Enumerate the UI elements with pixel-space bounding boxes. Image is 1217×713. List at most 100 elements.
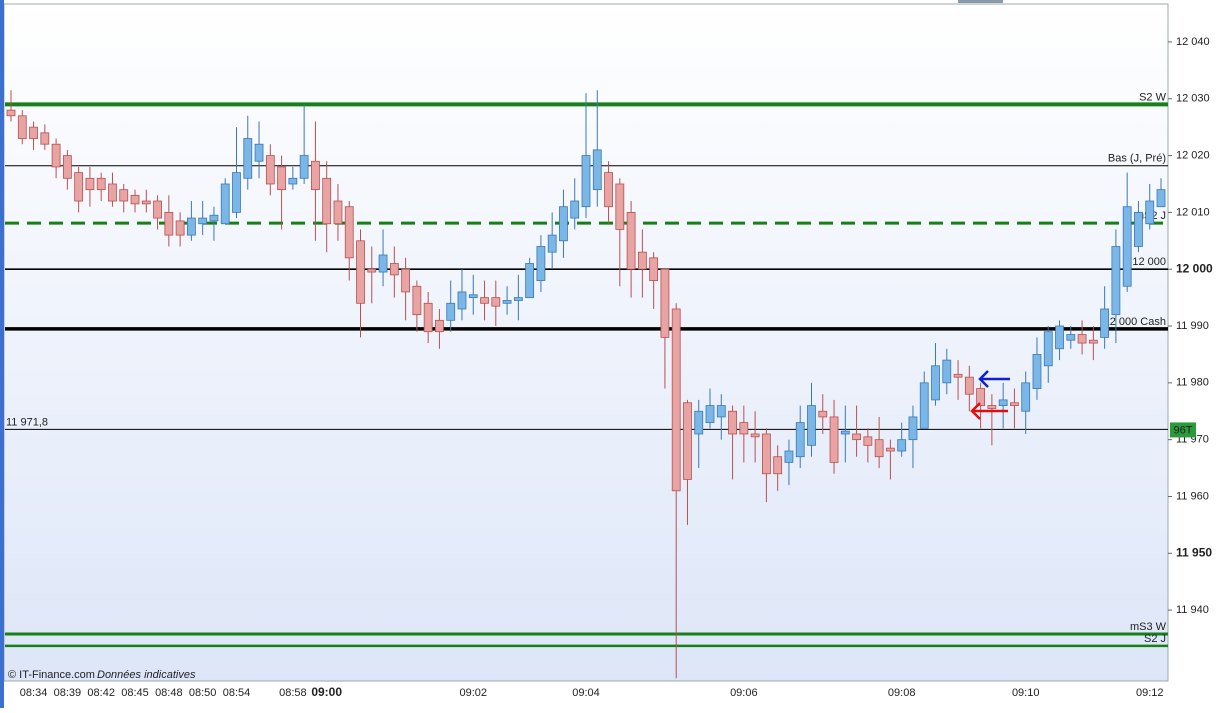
x-tick-label: 08:42 [87, 687, 115, 699]
candle-body [761, 433, 771, 475]
candle-body [1021, 382, 1031, 412]
left-edge [0, 0, 4, 708]
level-label: 12 000 [1132, 256, 1166, 268]
y-tick-label: 12 010 [1176, 206, 1210, 218]
candle-body [886, 447, 895, 452]
candle-body [863, 436, 873, 446]
y-tick-label: 12 040 [1176, 36, 1210, 48]
candle-body [96, 177, 106, 191]
candle-body [942, 359, 952, 384]
candle-body [1156, 189, 1166, 208]
candle-body [1100, 308, 1110, 338]
candle-body [40, 132, 50, 145]
candle-body [277, 166, 286, 191]
candle-body [85, 177, 95, 191]
candle-body [29, 126, 38, 139]
candle-body [344, 206, 354, 259]
candle-body [108, 183, 117, 202]
candle-body [254, 143, 264, 162]
candle-body [525, 263, 535, 299]
candle-body [818, 410, 828, 418]
candle-body [615, 183, 625, 230]
candle-body [1122, 206, 1132, 287]
candle-body [953, 373, 963, 378]
candle-body [716, 405, 726, 418]
candle-body [6, 109, 16, 117]
candle-body [322, 177, 332, 225]
y-tick-label: 11 990 [1176, 320, 1209, 332]
candle-body [592, 149, 602, 191]
candle-body [62, 155, 72, 179]
candle-body [1066, 334, 1076, 341]
candle-body [1010, 402, 1019, 406]
y-tick-label: 11 950 [1176, 545, 1212, 559]
level-label: mS3 W [1130, 621, 1167, 633]
x-tick-label: 09:02 [459, 687, 487, 699]
candle-body [964, 376, 974, 395]
candle-body [852, 433, 861, 441]
candle-body [356, 240, 365, 304]
price-badge-box [1170, 422, 1196, 438]
candle-body [931, 365, 940, 401]
candle-body [502, 300, 512, 304]
candle-body [1043, 331, 1053, 367]
y-tick-label: 12 000 [1176, 261, 1213, 275]
candle-body [570, 200, 580, 219]
candle-body [220, 183, 230, 225]
candle-body [1145, 200, 1155, 225]
y-tick-label: 11 980 [1176, 377, 1209, 389]
candle-body [51, 143, 61, 168]
candle-body [705, 405, 715, 424]
candle-body [141, 200, 151, 205]
candle-body [17, 115, 27, 139]
candle-body [153, 200, 162, 219]
candle-body [378, 254, 388, 273]
candle-body [164, 211, 174, 236]
candle-body [795, 422, 805, 458]
x-tick-label: 09:06 [730, 687, 758, 699]
candle-body [265, 155, 275, 185]
candle-body [311, 160, 320, 191]
candle-body [119, 189, 129, 202]
level-label: 12 000 Cash [1104, 316, 1166, 328]
candle-body [637, 251, 647, 270]
source: © IT-Finance.com [8, 669, 95, 681]
level-label: S2 J [1144, 633, 1166, 645]
scroll-handle[interactable] [958, 0, 1003, 3]
candle-body [660, 268, 670, 338]
y-tick-label: 12 020 [1176, 149, 1210, 161]
x-tick-label: 09:12 [1136, 687, 1164, 699]
y-tick-label: 11 940 [1176, 604, 1209, 616]
candle-body [773, 456, 783, 475]
candle-body [604, 172, 613, 208]
x-tick-label: 08:50 [189, 687, 217, 699]
candle-body [333, 200, 343, 225]
candle-body [130, 194, 140, 205]
candle-body [1088, 339, 1098, 344]
candle-body [423, 302, 433, 333]
candle-body [897, 439, 907, 452]
candle-body [694, 410, 704, 435]
candle-body [559, 206, 568, 242]
candle-body [389, 263, 399, 276]
candle-body [367, 268, 377, 273]
candle-body [671, 308, 681, 492]
candle-body [807, 405, 816, 446]
candle-body [976, 388, 986, 406]
candle-body [1111, 246, 1121, 316]
x-tick-label: 08:54 [223, 687, 251, 699]
candle-body [919, 382, 929, 429]
candle-body [728, 410, 737, 435]
candle-body [908, 416, 918, 441]
candle-body [468, 294, 478, 299]
candle-body [209, 214, 219, 222]
candle-body [1134, 211, 1143, 247]
candle-body [784, 450, 794, 463]
x-tick-label: 08:45 [121, 687, 149, 699]
x-tick-label: 09:00 [311, 685, 342, 699]
price-badge: 96T [1174, 424, 1193, 436]
candle-body [243, 138, 253, 179]
y-tick-label: 11 960 [1176, 490, 1209, 502]
candle-body [739, 422, 749, 435]
